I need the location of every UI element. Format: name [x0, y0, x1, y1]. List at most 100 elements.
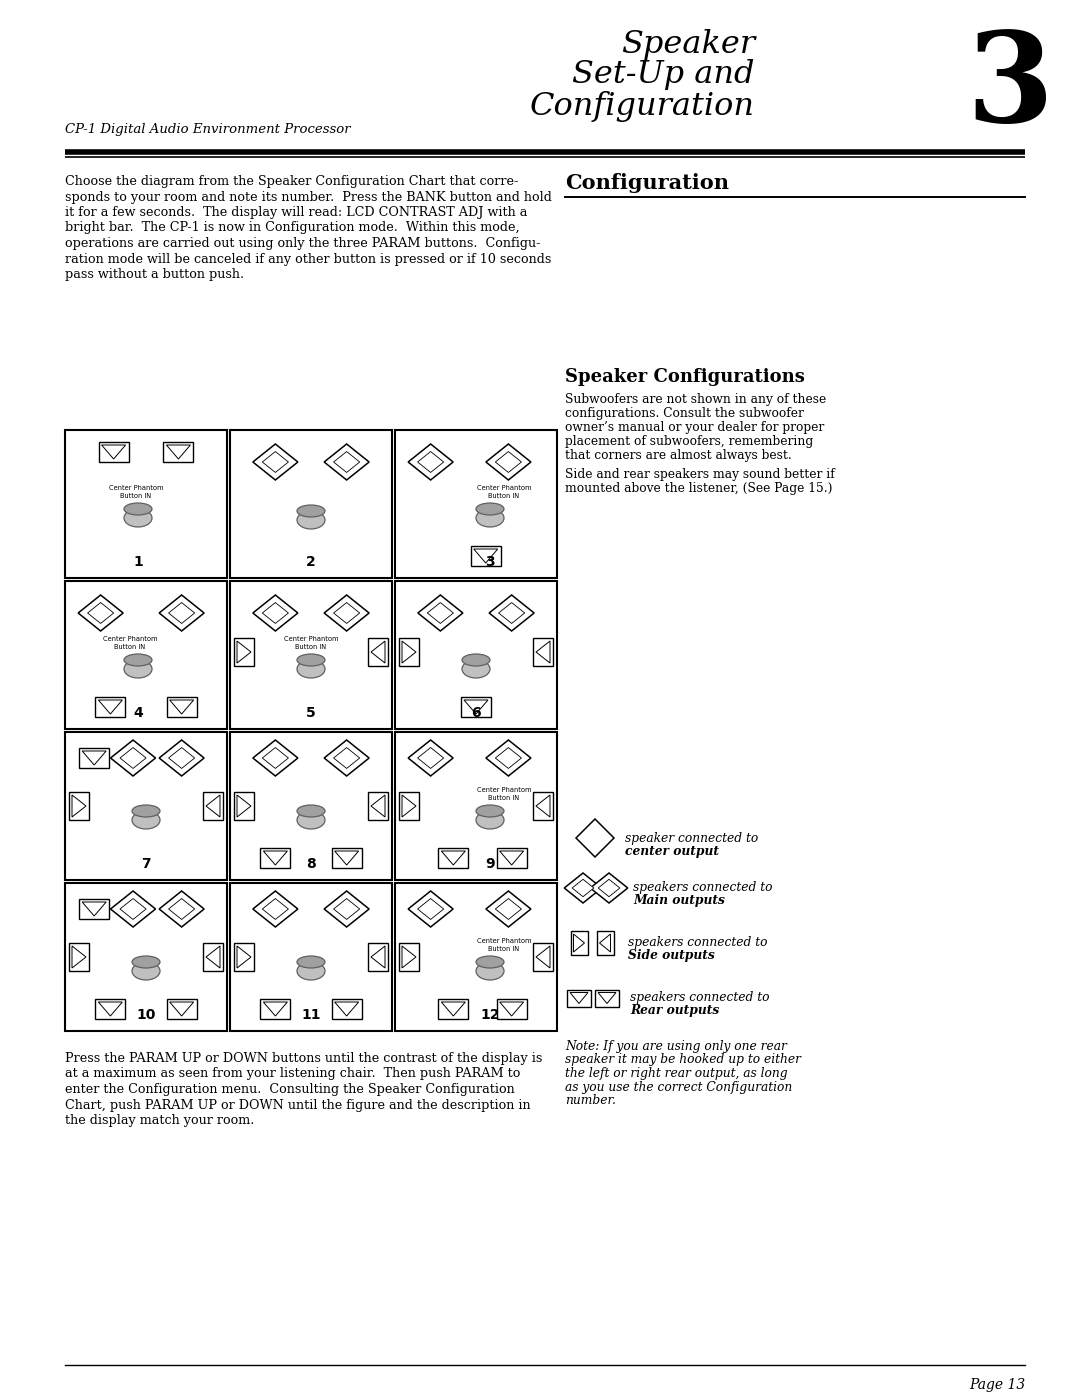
Text: Main outputs: Main outputs [633, 894, 725, 907]
Text: Press the PARAM UP or DOWN buttons until the contrast of the display is: Press the PARAM UP or DOWN buttons until… [65, 1052, 542, 1065]
Bar [461, 697, 491, 717]
Polygon shape [159, 891, 204, 928]
Bar [534, 943, 553, 971]
Bar [497, 999, 527, 1018]
Ellipse shape [124, 654, 152, 666]
Bar [438, 848, 469, 868]
Bar [368, 792, 388, 820]
Polygon shape [464, 700, 488, 714]
Polygon shape [418, 451, 444, 472]
Bar [395, 732, 557, 880]
Text: Set-Up and: Set-Up and [572, 60, 755, 91]
Polygon shape [334, 747, 360, 768]
Text: 7: 7 [141, 856, 151, 870]
Polygon shape [253, 891, 298, 928]
Bar [368, 943, 388, 971]
Polygon shape [262, 747, 288, 768]
Bar [534, 792, 553, 820]
Text: pass without a button push.: pass without a button push. [65, 268, 244, 281]
Text: mounted above the listener, (See Page 15.): mounted above the listener, (See Page 15… [565, 482, 833, 495]
Polygon shape [166, 446, 190, 460]
Text: center output: center output [625, 845, 719, 858]
Bar [399, 943, 419, 971]
Text: configurations. Consult the subwoofer: configurations. Consult the subwoofer [565, 407, 804, 420]
Polygon shape [591, 873, 627, 902]
Polygon shape [168, 602, 194, 623]
Text: the left or right rear output, as long: the left or right rear output, as long [565, 1067, 787, 1080]
Polygon shape [87, 602, 113, 623]
Polygon shape [324, 444, 369, 481]
Text: speaker connected to: speaker connected to [625, 833, 758, 845]
Text: Center Phantom
Button IN: Center Phantom Button IN [476, 485, 531, 499]
Text: that corners are almost always best.: that corners are almost always best. [565, 448, 792, 462]
Text: speaker it may be hooked up to either: speaker it may be hooked up to either [565, 1053, 801, 1066]
Polygon shape [334, 602, 360, 623]
Bar [166, 999, 197, 1018]
Text: speakers connected to: speakers connected to [630, 990, 773, 1004]
Text: Rear outputs: Rear outputs [630, 1004, 719, 1017]
Text: Page 13: Page 13 [969, 1377, 1025, 1391]
Bar [438, 999, 469, 1018]
Bar [163, 441, 193, 462]
Bar [166, 697, 197, 717]
Polygon shape [335, 851, 359, 865]
Polygon shape [486, 891, 531, 928]
Text: Center Phantom
Button IN: Center Phantom Button IN [109, 485, 163, 499]
Bar [332, 999, 362, 1018]
Polygon shape [499, 602, 525, 623]
Bar [234, 943, 254, 971]
Polygon shape [264, 1002, 287, 1016]
Polygon shape [576, 819, 615, 856]
Bar [65, 732, 227, 880]
Polygon shape [110, 740, 156, 775]
Polygon shape [262, 602, 288, 623]
Bar [567, 989, 591, 1006]
Text: it for a few seconds.  The display will read: LCD CONTRAST ADJ with a: it for a few seconds. The display will r… [65, 205, 527, 219]
Bar [234, 792, 254, 820]
Polygon shape [168, 898, 194, 919]
Text: 4: 4 [133, 705, 143, 719]
Text: Note: If you are using only one rear: Note: If you are using only one rear [565, 1039, 787, 1053]
Text: 6: 6 [471, 705, 481, 719]
Ellipse shape [476, 812, 504, 828]
Polygon shape [159, 740, 204, 775]
Bar [595, 989, 619, 1006]
Bar [230, 732, 392, 880]
Polygon shape [372, 641, 384, 664]
Text: Speaker Configurations: Speaker Configurations [565, 367, 805, 386]
Bar [395, 430, 557, 578]
Polygon shape [598, 992, 616, 1003]
Text: number.: number. [565, 1094, 616, 1106]
Text: ration mode will be canceled if any other button is pressed or if 10 seconds: ration mode will be canceled if any othe… [65, 253, 552, 265]
Polygon shape [253, 444, 298, 481]
Polygon shape [489, 595, 535, 631]
Polygon shape [78, 595, 123, 631]
Text: 9: 9 [485, 856, 495, 870]
Ellipse shape [476, 805, 504, 817]
Polygon shape [262, 451, 288, 472]
Polygon shape [72, 946, 86, 968]
Polygon shape [442, 851, 465, 865]
Text: Side and rear speakers may sound better if: Side and rear speakers may sound better … [565, 468, 835, 481]
Text: at a maximum as seen from your listening chair.  Then push PARAM to: at a maximum as seen from your listening… [65, 1067, 521, 1080]
Polygon shape [573, 935, 584, 951]
Polygon shape [402, 946, 416, 968]
Ellipse shape [297, 511, 325, 529]
Polygon shape [402, 641, 416, 664]
Polygon shape [120, 747, 146, 768]
Polygon shape [442, 1002, 465, 1016]
Text: 3: 3 [485, 555, 495, 569]
Bar [65, 883, 227, 1031]
Text: 11: 11 [301, 1009, 321, 1023]
Polygon shape [159, 595, 204, 631]
Polygon shape [572, 879, 594, 897]
Polygon shape [428, 602, 454, 623]
Polygon shape [170, 1002, 193, 1016]
Polygon shape [408, 891, 454, 928]
Polygon shape [82, 902, 106, 916]
Ellipse shape [462, 654, 490, 666]
Polygon shape [253, 740, 298, 775]
Ellipse shape [297, 805, 325, 817]
Bar [230, 430, 392, 578]
Bar [399, 638, 419, 666]
